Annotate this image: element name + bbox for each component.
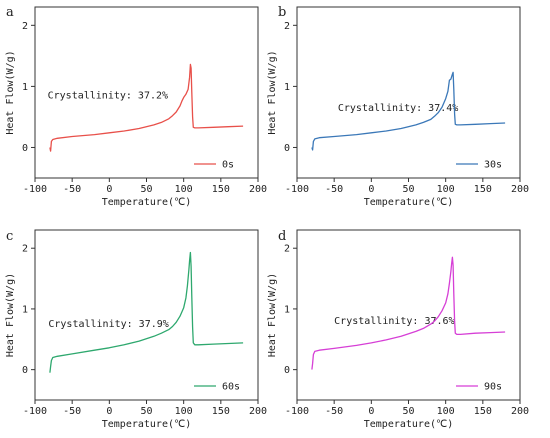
x-axis-label: Temperature(℃) (364, 419, 454, 430)
panel-letter: b (278, 5, 286, 20)
plot-frame (296, 6, 521, 179)
x-tick-label: 200 (249, 406, 267, 417)
y-tick-label: 1 (22, 82, 28, 93)
x-tick-label: 200 (511, 184, 529, 195)
y-tick-label: 2 (284, 244, 290, 255)
y-axis-label: Heat Flow(W/g) (267, 50, 278, 134)
legend-label: 0s (222, 160, 234, 171)
x-tick-label: 100 (175, 184, 193, 195)
x-tick-label: 150 (212, 406, 230, 417)
x-tick-label: -50 (63, 184, 81, 195)
x-tick-label: -100 (285, 406, 309, 417)
crystallinity-annotation: Crystallinity: 37.9% (48, 319, 168, 330)
series-line-0s (49, 63, 244, 152)
x-axis-label: Temperature(℃) (102, 197, 192, 208)
y-tick-label: 1 (22, 304, 28, 315)
series-line-60s (49, 251, 244, 373)
y-axis-label: Heat Flow(W/g) (267, 273, 278, 357)
x-tick-label: 50 (402, 184, 414, 195)
legend-label: 30s (484, 160, 502, 171)
x-tick-label: 150 (474, 184, 492, 195)
legend-label: 60s (222, 382, 240, 393)
y-axis-label: Heat Flow(W/g) (5, 50, 16, 134)
panel-letter: c (6, 229, 13, 244)
plot-frame (34, 229, 259, 401)
x-tick-label: -100 (23, 184, 47, 195)
x-tick-label: -50 (63, 406, 81, 417)
y-tick-label: 1 (284, 82, 290, 93)
y-tick-label: 0 (22, 143, 28, 154)
x-tick-label: -100 (285, 184, 309, 195)
crystallinity-annotation: Crystallinity: 37.2% (48, 91, 168, 102)
y-tick-label: 2 (22, 244, 28, 255)
y-tick-label: 0 (284, 143, 290, 154)
y-tick-label: 0 (22, 365, 28, 376)
series-line-30s (311, 71, 506, 151)
chart-panel-d: d -100 -50 0 50 100 150 200 0 1 2 Temperature(℃) Hea… (267, 229, 529, 430)
x-tick-label: 150 (474, 406, 492, 417)
x-tick-label: 100 (437, 406, 455, 417)
x-tick-label: 100 (437, 184, 455, 195)
x-axis-label: Temperature(℃) (364, 197, 454, 208)
chart-panel-a: a -100 -50 0 50 100 150 200 0 1 2 Temperature(℃) Hea… (5, 5, 267, 208)
x-tick-label: 200 (511, 406, 529, 417)
y-tick-label: 2 (22, 21, 28, 32)
crystallinity-annotation: Crystallinity: 37.4% (338, 103, 458, 114)
x-tick-label: -50 (325, 184, 343, 195)
x-tick-label: 50 (402, 406, 414, 417)
legend-label: 90s (484, 382, 502, 393)
x-tick-label: 0 (106, 406, 112, 417)
x-tick-label: 100 (175, 406, 193, 417)
x-axis-label: Temperature(℃) (102, 419, 192, 430)
x-tick-label: -100 (23, 406, 47, 417)
y-axis-label: Heat Flow(W/g) (5, 273, 16, 357)
x-tick-label: -50 (325, 406, 343, 417)
x-tick-label: 0 (368, 406, 374, 417)
x-tick-label: 50 (140, 406, 152, 417)
y-tick-label: 1 (284, 304, 290, 315)
chart-panel-b: b -100 -50 0 50 100 150 200 0 1 2 Temperature(℃) Hea… (267, 5, 529, 208)
x-tick-label: 0 (368, 184, 374, 195)
chart-panel-c: c -100 -50 0 50 100 150 200 0 1 2 Temperature(℃) Hea… (5, 229, 267, 430)
x-tick-label: 200 (249, 184, 267, 195)
series-line-90s (311, 256, 506, 370)
x-tick-label: 50 (140, 184, 152, 195)
x-tick-label: 150 (212, 184, 230, 195)
plot-frame (296, 229, 521, 401)
x-tick-label: 0 (106, 184, 112, 195)
panel-letter: d (278, 229, 286, 244)
y-tick-label: 0 (284, 365, 290, 376)
panel-letter: a (6, 5, 14, 20)
crystallinity-annotation: Crystallinity: 37.6% (334, 316, 454, 327)
y-tick-label: 2 (284, 21, 290, 32)
